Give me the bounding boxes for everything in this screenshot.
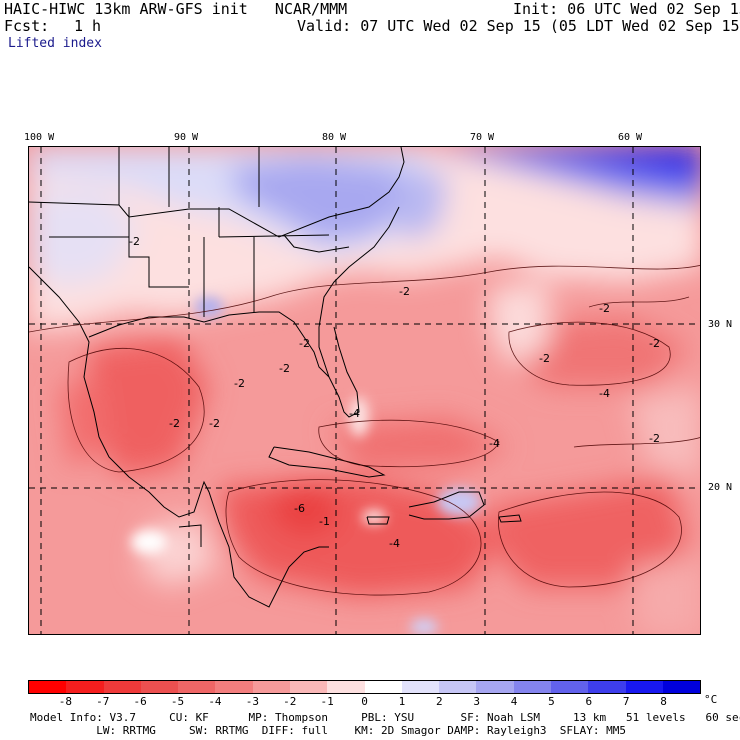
contour-label: -1 — [319, 515, 330, 528]
contour-label: -2 — [649, 432, 660, 445]
contour-label: -4 — [349, 407, 360, 420]
colorbar-tick-label: 5 — [548, 695, 555, 708]
colorbar-tick-label: 4 — [510, 695, 518, 708]
lon-label-70w: 70 W — [470, 132, 495, 143]
lifted-index-map: -2 -2 -2 -2 -2 -2 -2 -2 -2 -2 -2 -4 -4 -… — [28, 146, 701, 635]
contour-label: -6 — [294, 502, 305, 515]
colorbar-swatch — [289, 681, 328, 693]
coastlines — [29, 147, 522, 608]
forecast-hour: 1 h — [74, 17, 102, 35]
colorbar-tick-label: -1 — [320, 695, 334, 708]
contour-label: -4 — [599, 387, 610, 400]
lat-label-20n: 20 N — [708, 482, 733, 493]
contours — [29, 264, 700, 596]
colorbar-tick-label: -5 — [170, 695, 185, 708]
colorbar-swatch — [327, 681, 365, 693]
colorbar-swatch — [66, 681, 104, 693]
colorbar-swatch — [140, 681, 179, 693]
graticule — [29, 147, 700, 634]
colorbar-swatch — [588, 681, 626, 693]
colorbar-swatch — [513, 681, 551, 693]
colorbar-swatch — [364, 681, 402, 693]
valid-time: Valid: 07 UTC Wed 02 Sep 15 (05 LDT Wed … — [297, 17, 740, 35]
contour-label: -2 — [169, 417, 180, 430]
colorbar-swatch — [29, 681, 67, 693]
colorbar-swatch — [252, 681, 290, 693]
forecast-label: Fcst: — [4, 17, 50, 35]
lon-label-90w: 90 W — [174, 132, 199, 143]
model-info-line1: Model Info: V3.7 CU: KF MP: Thompson PBL… — [30, 711, 740, 724]
contour-labels: -2 -2 -2 -2 -2 -2 -2 -2 -2 -2 -2 -4 -4 -… — [129, 235, 660, 550]
field-shading — [29, 147, 700, 634]
colorbar-tick-label: 6 — [585, 695, 593, 708]
lat-label-30n: 30 N — [708, 319, 733, 330]
colorbar-swatch — [178, 681, 216, 693]
contour-label: -2 — [279, 362, 290, 375]
contour-label: -2 — [129, 235, 140, 248]
colorbar-swatch — [476, 681, 514, 693]
colorbar-tick-label: -8 — [58, 695, 72, 708]
field-name: Lifted index — [8, 36, 102, 51]
colorbar-tick-label: 3 — [473, 695, 480, 708]
map-canvas: -2 -2 -2 -2 -2 -2 -2 -2 -2 -2 -2 -4 -4 -… — [29, 147, 700, 634]
run-title: HAIC-HIWC 13km ARW-GFS init NCAR/MMM — [4, 0, 348, 18]
colorbar-swatch — [625, 681, 663, 693]
colorbar-tick-label: 0 — [361, 695, 368, 708]
colorbar-swatch — [103, 681, 141, 693]
model-info-line2: LW: RRTMG SW: RRTMG DIFF: full KM: 2D Sm… — [30, 724, 627, 737]
colorbar-tick-label: 8 — [660, 695, 667, 708]
colorbar-swatch — [215, 681, 253, 693]
colorbar-tick-label: 7 — [622, 695, 630, 708]
colorbar-tick-label: -2 — [283, 695, 297, 708]
contour-label: -2 — [209, 417, 220, 430]
contour-label: -2 — [599, 302, 610, 315]
colorbar-unit: °C — [704, 693, 718, 706]
contour-label: -2 — [649, 337, 660, 350]
contour-label: -2 — [539, 352, 550, 365]
colorbar-swatch — [401, 681, 440, 693]
contour-label: -4 — [389, 537, 400, 550]
colorbar-swatch — [550, 681, 589, 693]
lon-label-60w: 60 W — [618, 132, 643, 143]
colorbar-tick-label: -3 — [245, 695, 259, 708]
contour-label: -2 — [234, 377, 245, 390]
colorbar-swatch — [662, 681, 701, 693]
colorbar-swatch — [439, 681, 477, 693]
colorbar — [28, 680, 701, 694]
lon-label-80w: 80 W — [322, 132, 347, 143]
init-time: Init: 06 UTC Wed 02 Sep 15 — [513, 0, 740, 18]
colorbar-tick-label: 1 — [398, 695, 406, 708]
contour-label: -2 — [299, 337, 310, 350]
colorbar-tick-label: -7 — [96, 695, 110, 708]
contour-label: -2 — [399, 285, 410, 298]
colorbar-tick-label: -4 — [208, 695, 222, 708]
lon-label-100w: 100 W — [24, 132, 55, 143]
contour-label: -4 — [489, 437, 500, 450]
colorbar-tick-label: -6 — [133, 695, 147, 708]
colorbar-tick-label: 2 — [435, 695, 443, 708]
